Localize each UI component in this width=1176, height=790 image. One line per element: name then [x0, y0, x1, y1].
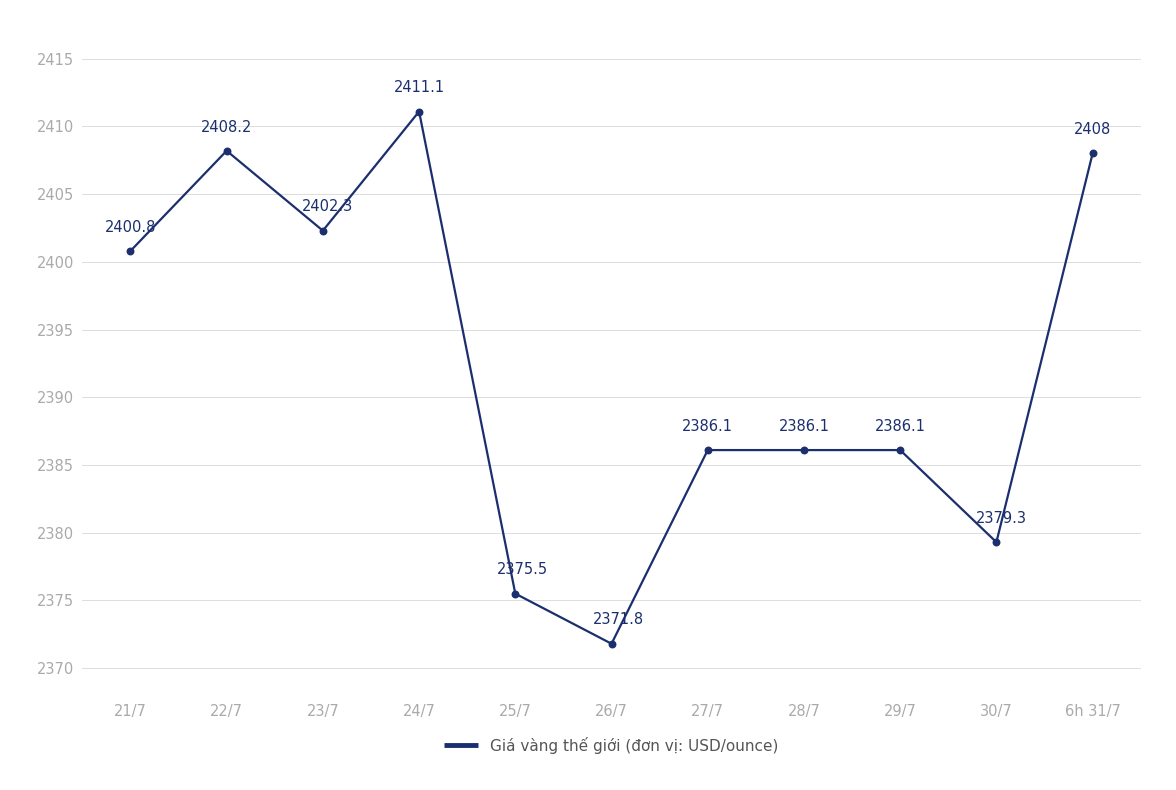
- Text: 2402.3: 2402.3: [302, 199, 353, 214]
- Point: [218, 145, 236, 157]
- Text: 2375.5: 2375.5: [496, 562, 548, 577]
- Text: 2408: 2408: [1074, 122, 1111, 137]
- Point: [121, 245, 140, 258]
- Point: [987, 536, 1005, 548]
- Text: 2408.2: 2408.2: [201, 119, 253, 134]
- Text: 2411.1: 2411.1: [394, 81, 445, 96]
- Point: [699, 444, 717, 457]
- Text: 2400.8: 2400.8: [105, 220, 156, 235]
- Point: [409, 105, 428, 118]
- Text: 2386.1: 2386.1: [682, 419, 734, 434]
- Point: [314, 224, 333, 237]
- Point: [602, 638, 621, 650]
- Point: [890, 444, 909, 457]
- Text: 2379.3: 2379.3: [976, 511, 1027, 526]
- Point: [506, 587, 524, 600]
- Point: [1083, 147, 1102, 160]
- Text: 2371.8: 2371.8: [593, 612, 643, 627]
- Text: 2386.1: 2386.1: [875, 419, 926, 434]
- Point: [795, 444, 814, 457]
- Legend: Giá vàng thế giới (đơn vị: USD/ounce): Giá vàng thế giới (đơn vị: USD/ounce): [445, 737, 779, 754]
- Text: 2386.1: 2386.1: [779, 419, 829, 434]
